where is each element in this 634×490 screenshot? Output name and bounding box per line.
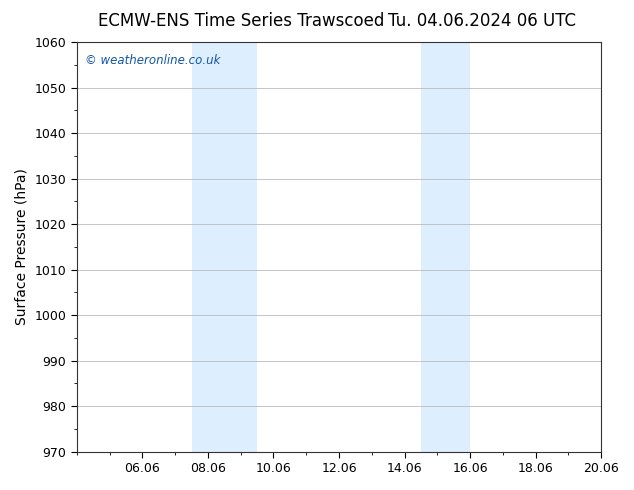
Text: © weatheronline.co.uk: © weatheronline.co.uk [85,54,220,67]
Bar [191,42,257,452]
Text: Tu. 04.06.2024 06 UTC: Tu. 04.06.2024 06 UTC [388,12,576,30]
Bar [421,42,470,452]
Text: ECMW-ENS Time Series Trawscoed: ECMW-ENS Time Series Trawscoed [98,12,384,30]
Y-axis label: Surface Pressure (hPa): Surface Pressure (hPa) [15,169,29,325]
